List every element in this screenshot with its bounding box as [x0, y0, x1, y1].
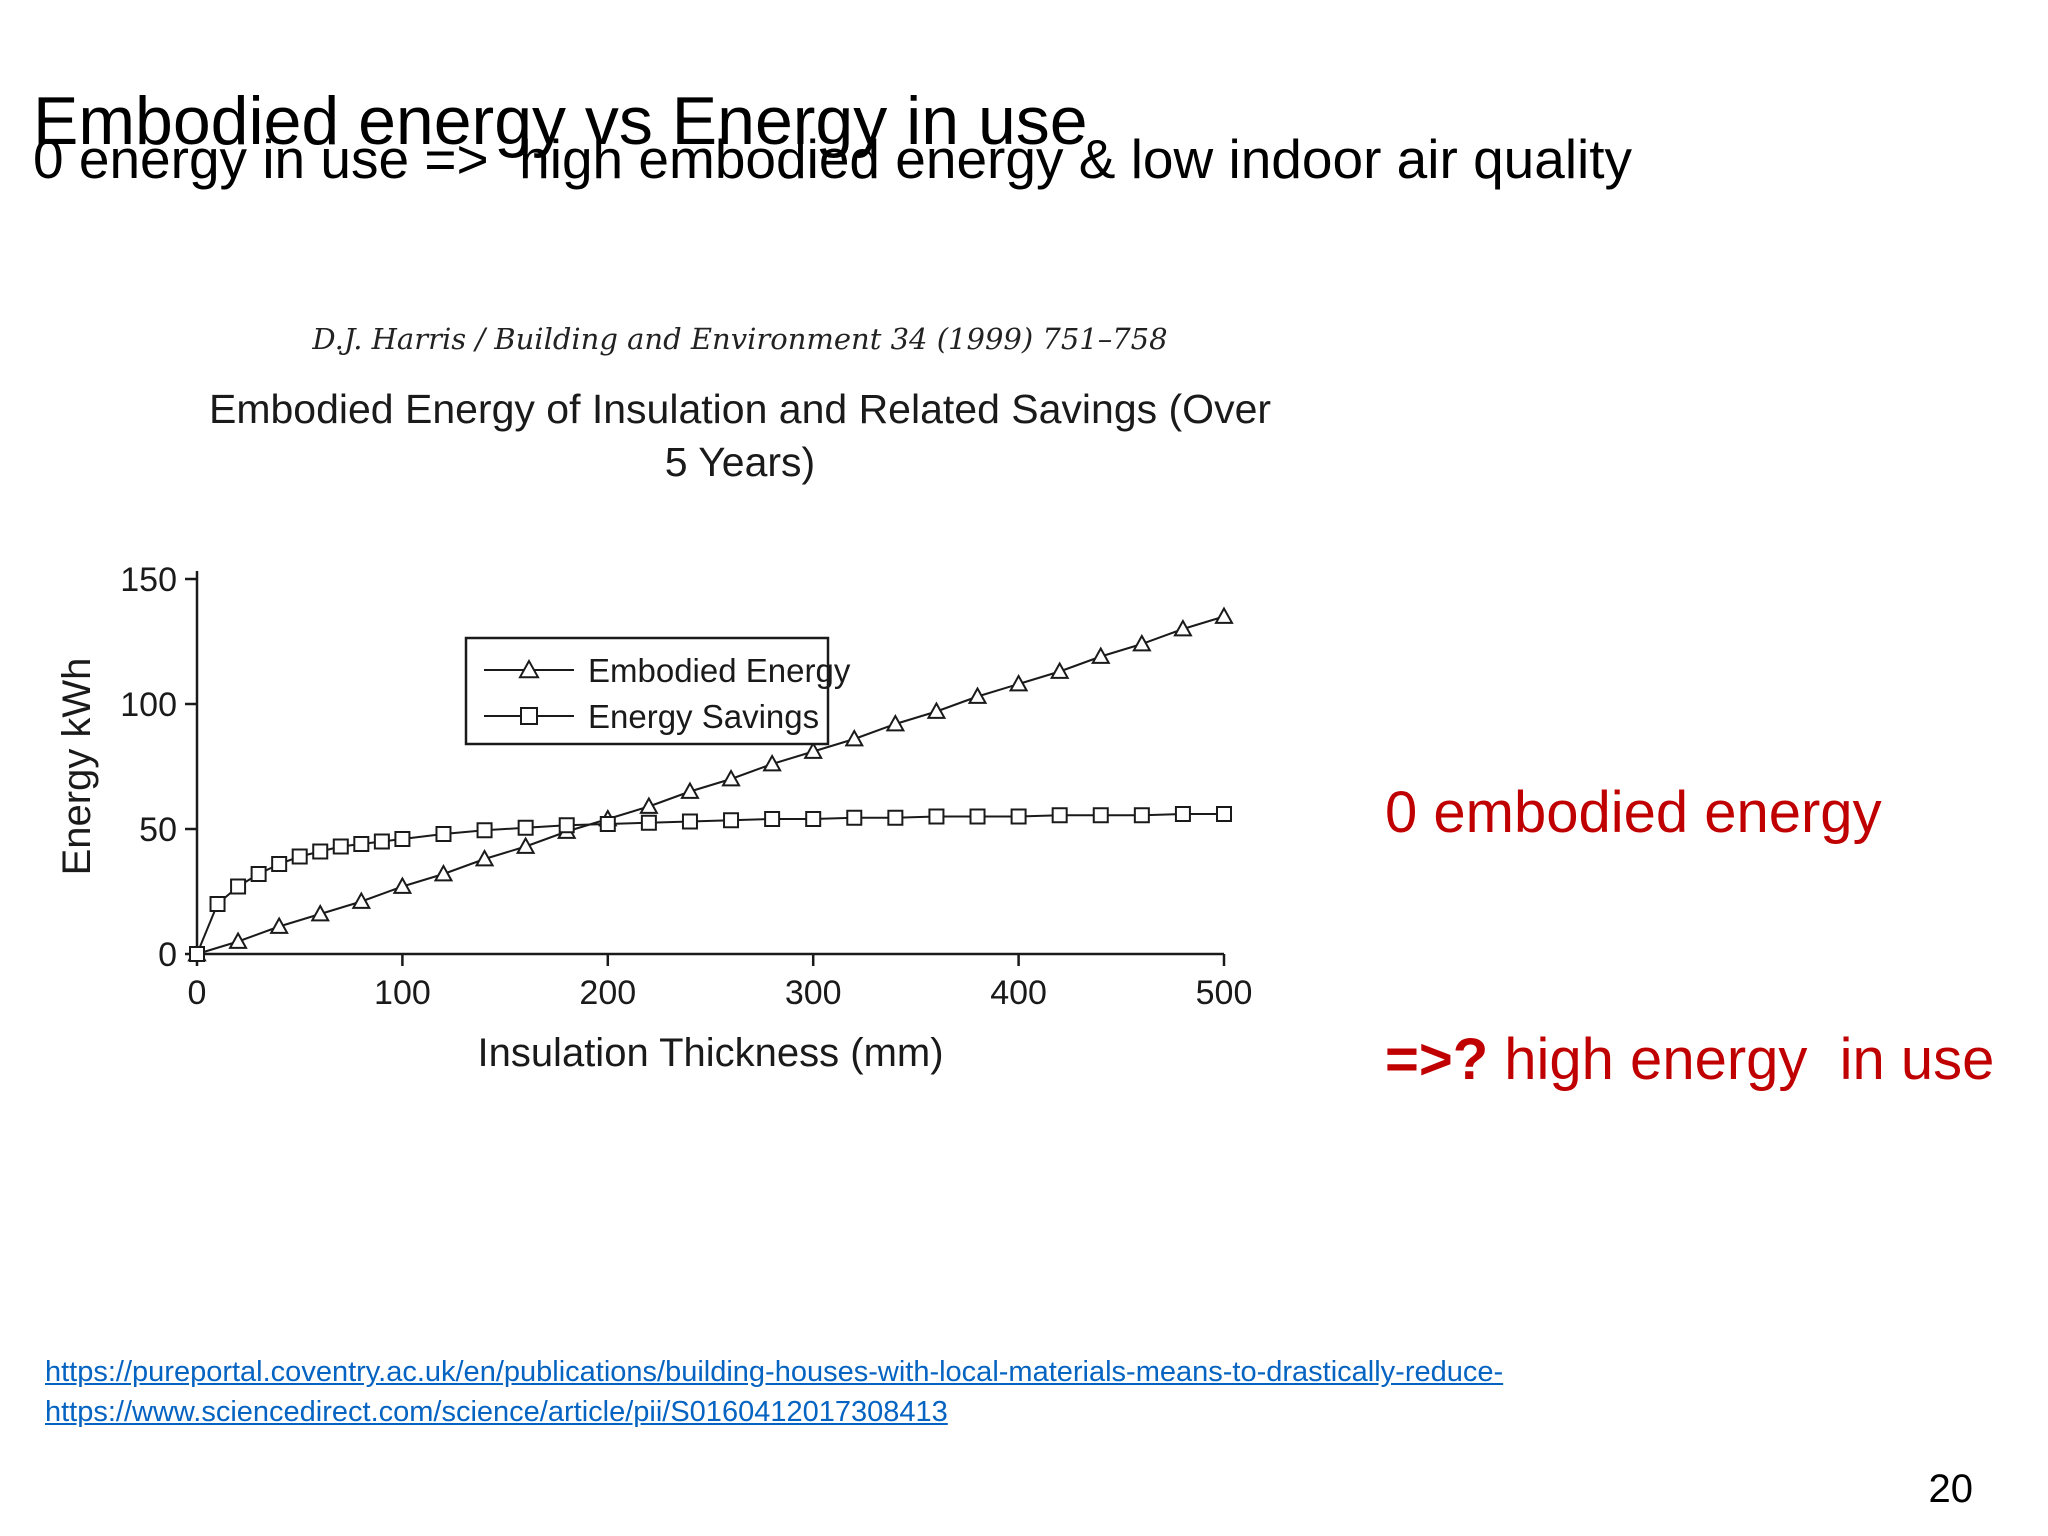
- svg-text:500: 500: [1196, 974, 1253, 1012]
- red-annotation-line2-rest: high energy in use: [1488, 1026, 1995, 1092]
- red-annotation-line1: 0 embodied energy: [1385, 779, 1882, 845]
- svg-text:0: 0: [158, 936, 177, 974]
- slide-title: Embodied energy vs Energy in use: [33, 82, 1088, 159]
- svg-text:100: 100: [120, 686, 177, 724]
- link-pureportal[interactable]: https://pureportal.coventry.ac.uk/en/pub…: [45, 1356, 1504, 1388]
- svg-text:Embodied Energy: Embodied Energy: [588, 652, 851, 689]
- svg-text:0: 0: [188, 974, 207, 1012]
- slide-subtitle: 0 energy in use => high embodied energy …: [33, 128, 1633, 190]
- svg-text:150: 150: [120, 561, 177, 599]
- svg-text:Insulation Thickness (mm): Insulation Thickness (mm): [477, 1031, 943, 1075]
- svg-text:Energy Savings: Energy Savings: [588, 698, 819, 735]
- figure-title-line1: Embodied Energy of Insulation and Relate…: [208, 386, 1272, 432]
- page-number: 20: [1928, 1467, 1974, 1511]
- red-annotation: 0 embodied energy =>? high energy in use: [1385, 607, 1994, 1266]
- source-links: https://pureportal.coventry.ac.uk/en/pub…: [45, 1352, 1503, 1432]
- figure-citation: D.J. Harris / Building and Environment 3…: [312, 322, 1168, 356]
- figure-title-line2: 5 Years): [664, 439, 816, 486]
- insulation-chart: 0 100 200 300 400 500 0 50 100 150 Insulation Thic…: [60, 561, 1253, 1075]
- svg-text:50: 50: [139, 811, 177, 849]
- svg-text:100: 100: [374, 974, 431, 1012]
- svg-text:200: 200: [579, 974, 636, 1012]
- red-annotation-arrow: =>?: [1385, 1026, 1489, 1092]
- svg-text:300: 300: [785, 974, 842, 1012]
- svg-text:400: 400: [990, 974, 1047, 1012]
- svg-text:Energy kWh: Energy kWh: [60, 658, 99, 876]
- figure-title: Embodied Energy of Insulation and Relate…: [140, 383, 1340, 490]
- figure-scan: D.J. Harris / Building and Environment 3…: [0, 300, 1340, 1130]
- link-sciencedirect[interactable]: https://www.sciencedirect.com/science/ar…: [45, 1396, 948, 1429]
- red-annotation-line2: =>? high energy in use: [1385, 1019, 1994, 1101]
